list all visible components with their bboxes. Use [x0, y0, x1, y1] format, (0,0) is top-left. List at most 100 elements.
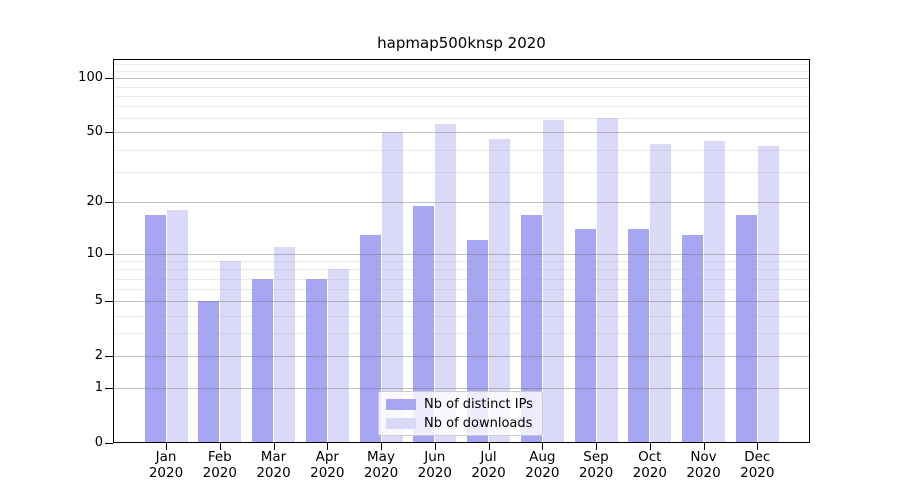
x-tick-label-year-mar: 2020 — [256, 465, 291, 481]
gridline-minor-6 — [113, 289, 810, 290]
x-tick-label-month-mar: Mar — [260, 449, 287, 465]
gridline-minor-3 — [113, 333, 810, 334]
x-tick-label-year-may: 2020 — [363, 465, 399, 481]
bar-ips-jan — [144, 214, 166, 443]
gridline-1 — [113, 388, 810, 389]
bar-ips-sep — [574, 229, 596, 443]
legend-item-distinct-ips: Nb of distinct IPs — [386, 397, 535, 412]
x-tick-label-year-oct: 2020 — [632, 465, 667, 481]
x-tick-label-month-aug: Aug — [529, 449, 556, 465]
bar-downloads-jan — [166, 210, 188, 443]
x-tick-oct — [649, 443, 651, 450]
legend-label-downloads: Nb of downloads — [424, 415, 533, 431]
bar-ips-nov — [682, 234, 703, 443]
gridline-20 — [113, 202, 810, 203]
x-tick-label-month-apr: Apr — [315, 449, 339, 465]
y-tick-50 — [105, 132, 113, 133]
x-tick-label-year-jul: 2020 — [471, 465, 506, 481]
gridline-minor-80 — [113, 96, 810, 97]
x-tick-label-year-dec: 2020 — [740, 465, 775, 481]
y-tick-label-50: 50 — [86, 124, 103, 140]
x-tick-sep — [596, 443, 597, 450]
x-tick-feb — [219, 443, 221, 450]
x-tick-label-month-nov: Nov — [690, 449, 717, 465]
gridline-10 — [113, 254, 810, 255]
bar-ips-dec — [735, 214, 757, 443]
legend-item-downloads: Nb of downloads — [386, 416, 535, 431]
bar-ips-oct — [628, 229, 650, 443]
y-tick-label-0: 0 — [94, 435, 103, 450]
bar-ips-apr — [305, 278, 327, 443]
gridline-minor-110 — [113, 71, 810, 72]
gridline-minor-4 — [113, 316, 810, 317]
bar-downloads-mar — [274, 246, 295, 443]
y-tick-label-100: 100 — [78, 70, 103, 86]
x-tick-label-year-sep: 2020 — [578, 465, 614, 481]
bar-downloads-jun — [435, 123, 457, 443]
gridline-minor-120 — [113, 64, 810, 65]
gridline-minor-90 — [113, 87, 810, 88]
y-tick-label-1: 1 — [94, 380, 103, 396]
y-tick-label-2: 2 — [94, 348, 103, 364]
x-tick-label-year-apr: 2020 — [310, 465, 345, 481]
bar-ips-feb — [198, 301, 220, 443]
bar-ips-may — [359, 234, 381, 443]
bar-downloads-feb — [220, 261, 242, 443]
legend-label-distinct-ips: Nb of distinct IPs — [424, 396, 533, 412]
x-tick-label-year-aug: 2020 — [525, 465, 560, 481]
y-tick-10 — [105, 254, 113, 255]
chart-title: hapmap500knsp 2020 — [377, 34, 546, 52]
bar-downloads-dec — [757, 145, 779, 443]
x-tick-label-year-nov: 2020 — [686, 465, 721, 481]
bar-ips-jun — [413, 206, 435, 443]
bar-downloads-jul — [489, 138, 510, 443]
x-tick-jul — [488, 443, 490, 450]
x-tick-label-month-jul: Jul — [480, 449, 497, 465]
bar-downloads-nov — [704, 140, 725, 443]
bar-downloads-apr — [327, 269, 349, 443]
gridline-5 — [113, 301, 810, 302]
bar-ips-mar — [252, 278, 273, 443]
x-tick-dec — [757, 443, 759, 450]
y-tick-100 — [105, 78, 113, 79]
x-tick-label-year-jun: 2020 — [417, 465, 452, 481]
bar-downloads-aug — [542, 119, 564, 443]
x-tick-label-month-may: May — [367, 449, 395, 465]
x-tick-label-month-jun: Jun — [424, 449, 446, 465]
gridline-minor-70 — [113, 106, 810, 107]
x-tick-label-month-sep: Sep — [583, 449, 609, 465]
x-tick-jun — [434, 443, 436, 450]
x-tick-label-year-feb: 2020 — [202, 465, 237, 481]
y-tick-label-5: 5 — [94, 293, 103, 309]
x-tick-apr — [327, 443, 329, 450]
x-tick-label-month-feb: Feb — [207, 449, 232, 465]
x-tick-label-month-jan: Jan — [155, 449, 177, 465]
y-tick-0 — [105, 443, 113, 444]
x-tick-mar — [273, 443, 275, 450]
y-tick-5 — [105, 301, 113, 302]
x-tick-label-month-oct: Oct — [638, 449, 662, 465]
legend: Nb of distinct IPs Nb of downloads — [378, 391, 543, 436]
gridline-minor-8 — [113, 269, 810, 270]
x-tick-label-year-jan: 2020 — [148, 465, 184, 481]
y-tick-label-20: 20 — [86, 194, 103, 210]
gridline-2 — [113, 356, 810, 357]
gridline-minor-9 — [113, 261, 810, 262]
y-tick-20 — [105, 202, 113, 203]
x-tick-aug — [542, 443, 544, 450]
bar-downloads-sep — [596, 118, 618, 443]
gridline-100 — [113, 78, 810, 79]
legend-swatch-downloads — [386, 417, 416, 429]
y-tick-label-10: 10 — [86, 245, 103, 261]
x-tick-nov — [703, 443, 705, 450]
y-tick-2 — [105, 356, 113, 357]
x-tick-label-month-dec: Dec — [744, 449, 771, 465]
bar-ips-aug — [520, 214, 542, 443]
gridline-minor-60 — [113, 118, 810, 119]
legend-swatch-distinct-ips — [386, 398, 416, 410]
gridline-minor-40 — [113, 150, 810, 151]
x-tick-jan — [166, 443, 167, 450]
gridline-50 — [113, 132, 810, 133]
bar-downloads-oct — [650, 144, 672, 443]
